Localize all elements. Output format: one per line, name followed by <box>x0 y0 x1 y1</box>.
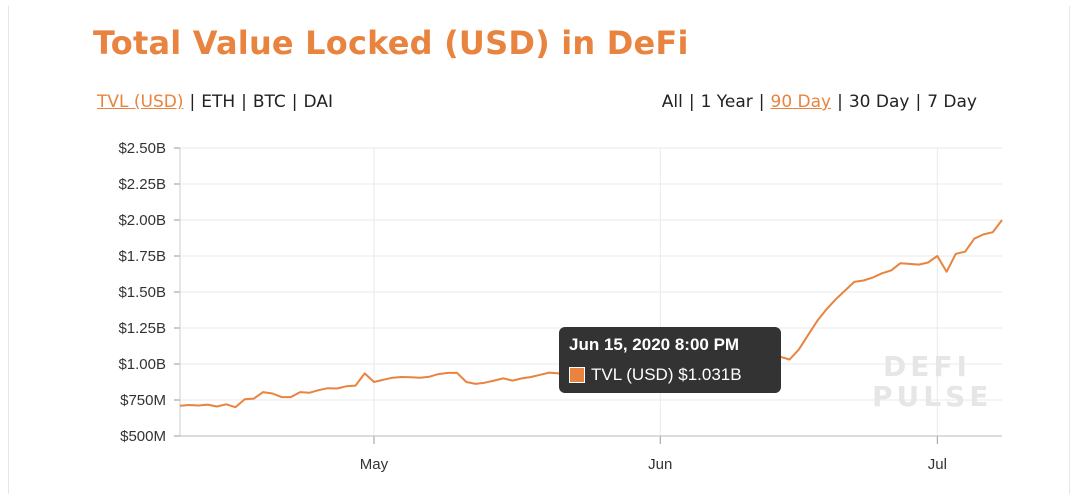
y-tick-label: $2.25B <box>118 176 166 193</box>
separator: | <box>241 92 247 112</box>
filter-eth[interactable]: ETH <box>201 92 236 112</box>
metric-filter-group: TVL (USD) | ETH | BTC | DAI <box>97 92 333 112</box>
y-axis: $500M $750M $1.00B $1.25B $1.50B $1.75B $2.00B… <box>118 140 181 445</box>
y-tick-label: $2.00B <box>118 212 166 229</box>
range-7-day[interactable]: 7 Day <box>927 92 977 112</box>
y-tick-label: $500M <box>120 428 166 445</box>
range-30-day[interactable]: 30 Day <box>848 92 910 112</box>
chart-tooltip: Jun 15, 2020 8:00 PM TVL (USD) $1.031B <box>559 327 781 393</box>
separator: | <box>837 92 843 112</box>
chart-title: Total Value Locked (USD) in DeFi <box>93 24 689 62</box>
filter-btc[interactable]: BTC <box>252 92 286 112</box>
tooltip-date: Jun 15, 2020 8:00 PM <box>569 335 740 354</box>
series-swatch-icon <box>569 367 585 383</box>
range-1-year[interactable]: 1 Year <box>700 92 753 112</box>
defi-pulse-watermark: DEFI PULSE <box>872 350 993 413</box>
x-tick-label: Jun <box>648 456 672 473</box>
filter-dai[interactable]: DAI <box>303 92 333 112</box>
tooltip-value: $1.031B <box>678 365 742 384</box>
filter-tvl-usd[interactable]: TVL (USD) <box>97 92 184 112</box>
range-90-day[interactable]: 90 Day <box>770 92 832 112</box>
separator: | <box>915 92 922 112</box>
x-tick-label: May <box>360 456 389 473</box>
x-tick-label: Jul <box>928 456 947 473</box>
separator: | <box>291 92 298 112</box>
watermark-line-2: PULSE <box>872 380 993 413</box>
separator: | <box>189 92 196 112</box>
chart-card <box>8 6 1070 494</box>
separator: | <box>688 92 695 112</box>
tooltip-series-name: TVL (USD) <box>591 365 674 384</box>
y-tick-label: $1.75B <box>118 248 166 265</box>
range-all[interactable]: All <box>661 92 683 112</box>
x-axis: May Jun Jul <box>180 435 1002 473</box>
y-tick-label: $1.50B <box>118 284 166 301</box>
separator: | <box>758 92 765 112</box>
y-tick-label: $1.25B <box>118 320 166 337</box>
y-tick-label: $1.00B <box>118 356 166 373</box>
y-tick-label: $2.50B <box>118 140 166 157</box>
y-tick-label: $750M <box>120 392 166 409</box>
range-filter-group: All | 1 Year | 90 Day | 30 Day | 7 Day <box>662 92 977 112</box>
tooltip-row: TVL (USD) $1.031B <box>569 365 742 385</box>
watermark-line-1: DEFI <box>883 350 971 383</box>
